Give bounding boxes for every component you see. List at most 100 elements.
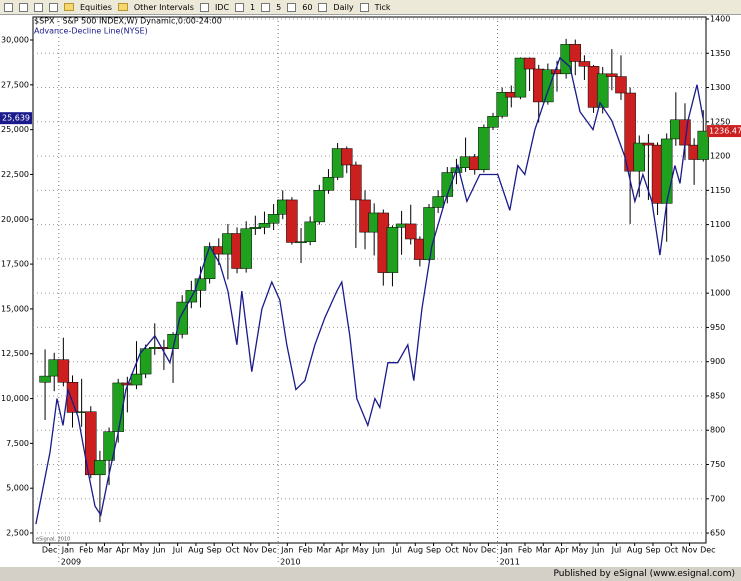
toolbar-icon	[287, 2, 297, 12]
candle-body	[578, 61, 591, 67]
x-tick-label: Mar	[97, 546, 113, 555]
toolbar-button[interactable]: 1	[250, 2, 256, 12]
x-tick-label: Feb	[79, 546, 93, 555]
folder-icon	[117, 3, 128, 11]
candle-body	[103, 431, 115, 461]
candle-body	[267, 214, 280, 224]
toolbar-icon	[199, 2, 209, 12]
last-value-label: 25,639	[2, 114, 30, 123]
candle-body	[130, 373, 143, 386]
x-tick-label: Jun	[371, 546, 385, 555]
candle-body	[39, 375, 51, 383]
toolbar-icon[interactable]	[19, 2, 28, 12]
toolbar-icon[interactable]	[34, 2, 43, 12]
y2-tick-label: 900	[710, 357, 725, 366]
x-tick-label: Apr	[335, 546, 350, 555]
candle-body	[642, 142, 655, 146]
candle-body	[85, 411, 97, 476]
toolbar-button[interactable]: Equities	[80, 2, 112, 12]
year-label: 2009	[61, 558, 81, 567]
x-tick-label: May	[352, 546, 369, 555]
toolbar-button[interactable]: IDC	[214, 2, 230, 12]
candle-body	[633, 142, 646, 172]
x-tick-label: Sep	[426, 546, 441, 555]
x-tick-label: Jun	[152, 546, 166, 555]
y-tick-label: 12,500	[1, 349, 29, 358]
x-tick-label: Nov	[243, 546, 259, 555]
x-tick-label: Mar	[536, 546, 552, 555]
y2-tick-label: 700	[710, 494, 725, 503]
candle-body	[569, 44, 582, 62]
x-tick-label: Sep	[645, 546, 660, 555]
x-tick-label: Nov	[682, 546, 698, 555]
toolbar-button[interactable]: Tick	[374, 2, 391, 12]
y2-tick-label: 1300	[710, 83, 730, 92]
candle-body	[112, 382, 124, 432]
x-tick-label: Apr	[116, 546, 131, 555]
toolbar-button[interactable]: 5	[276, 2, 282, 12]
candle-body	[322, 177, 335, 191]
candle-body	[258, 222, 271, 228]
x-tick-label: Mar	[316, 546, 332, 555]
y-tick-label: 15,000	[1, 304, 29, 313]
x-tick-label: Oct	[445, 546, 459, 555]
toolbar-icon[interactable]	[49, 2, 58, 12]
toolbar-button[interactable]: Daily	[333, 2, 354, 12]
x-tick-label: Jan	[500, 546, 513, 555]
x-tick-label: Jun	[591, 546, 605, 555]
candle-body	[341, 148, 353, 166]
y-tick-label: 5,000	[6, 484, 29, 493]
candle-body	[423, 207, 435, 260]
x-tick-label: Jul	[172, 546, 183, 555]
toolbar-button[interactable]: 60	[302, 2, 313, 12]
y2-tick-label: 800	[710, 426, 725, 435]
x-tick-label: Jul	[611, 546, 622, 555]
candle-body	[432, 196, 444, 208]
toolbar-icon	[261, 2, 271, 12]
candle-body	[478, 127, 490, 171]
candle-body	[523, 57, 536, 70]
x-tick-label: Aug	[627, 546, 643, 555]
y-tick-label: 25,000	[1, 125, 29, 134]
y2-tick-label: 1050	[710, 254, 730, 263]
y-tick-label: 17,500	[1, 260, 29, 269]
folder-icon	[64, 3, 74, 11]
y2-tick-label: 1000	[710, 289, 730, 298]
toolbar-icon[interactable]	[4, 2, 13, 12]
y2-tick-label: 1250	[710, 117, 730, 126]
last-value-label: 1236.47	[709, 127, 741, 136]
y2-tick-label: 950	[710, 323, 725, 332]
y2-tick-label: 1150	[710, 186, 730, 195]
ad-line	[35, 56, 704, 525]
watermark: eSignal, 2010	[36, 537, 70, 543]
candle-body	[697, 130, 709, 160]
toolbar-icon	[318, 2, 328, 12]
year-label: 2011	[500, 558, 520, 567]
y2-tick-label: 1400	[710, 15, 730, 23]
x-tick-label: Aug	[407, 546, 423, 555]
candle-body	[240, 228, 252, 269]
x-tick-label: Oct	[664, 546, 678, 555]
y2-tick-label: 850	[710, 391, 725, 400]
x-tick-label: Aug	[188, 546, 204, 555]
candle-body	[286, 199, 298, 243]
candle-body	[496, 92, 508, 117]
x-tick-label: May	[133, 546, 150, 555]
x-tick-label: Feb	[518, 546, 532, 555]
candle-body	[57, 359, 70, 383]
candle-body	[606, 73, 618, 77]
toolbar-button[interactable]: Other Intervals	[133, 2, 194, 12]
toolbar-icon	[359, 2, 369, 12]
x-tick-label: Dec	[261, 546, 276, 555]
y2-tick-label: 1350	[710, 49, 730, 58]
x-tick-label: Jan	[280, 546, 293, 555]
candle-body	[615, 76, 627, 94]
x-tick-label: Nov	[462, 546, 478, 555]
candle-body	[350, 164, 362, 201]
y-tick-label: 27,500	[1, 80, 29, 89]
x-tick-label: Dec	[42, 546, 57, 555]
candle-body	[176, 301, 188, 335]
chart: $SPX - S&P 500 INDEX,W) Dynamic,0:00-24:…	[0, 15, 741, 567]
candle-body	[194, 278, 207, 291]
candle-body	[94, 460, 106, 476]
